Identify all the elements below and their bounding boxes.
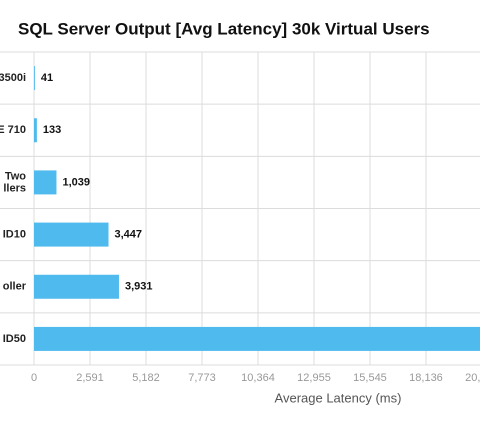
- x-tick-label: 18,136: [409, 372, 443, 384]
- data-label: 3,931: [125, 281, 153, 293]
- y-tick-label: 3500i: [0, 72, 26, 84]
- y-tick-label: E 710: [0, 124, 26, 136]
- data-label: 1,039: [62, 176, 90, 188]
- x-tick-label: 15,545: [353, 372, 387, 384]
- x-tick-label: 5,182: [132, 372, 160, 384]
- y-tick-label: ID10: [3, 228, 26, 240]
- x-tick-label: 20,727: [465, 372, 480, 384]
- y-tick-label: Two: [5, 170, 26, 182]
- bar: [34, 66, 35, 91]
- bar: [34, 274, 119, 299]
- chart-title: SQL Server Output [Avg Latency] 30k Virt…: [18, 19, 430, 38]
- x-tick-label: 12,955: [297, 372, 331, 384]
- data-label: 3,447: [115, 228, 143, 240]
- bar: [34, 118, 37, 143]
- bar: [34, 222, 109, 247]
- data-label: 133: [43, 124, 61, 136]
- x-tick-label: 10,364: [241, 372, 275, 384]
- y-tick-label: llers: [3, 182, 26, 194]
- bar: [34, 170, 57, 195]
- x-tick-label: 0: [31, 372, 37, 384]
- x-axis-title: Average Latency (ms): [275, 390, 402, 405]
- y-tick-label: oller: [3, 281, 27, 293]
- data-label: 41: [41, 72, 53, 84]
- bar: [34, 326, 480, 351]
- y-tick-label: ID50: [3, 333, 26, 345]
- x-tick-label: 7,773: [188, 372, 216, 384]
- x-tick-label: 2,591: [76, 372, 104, 384]
